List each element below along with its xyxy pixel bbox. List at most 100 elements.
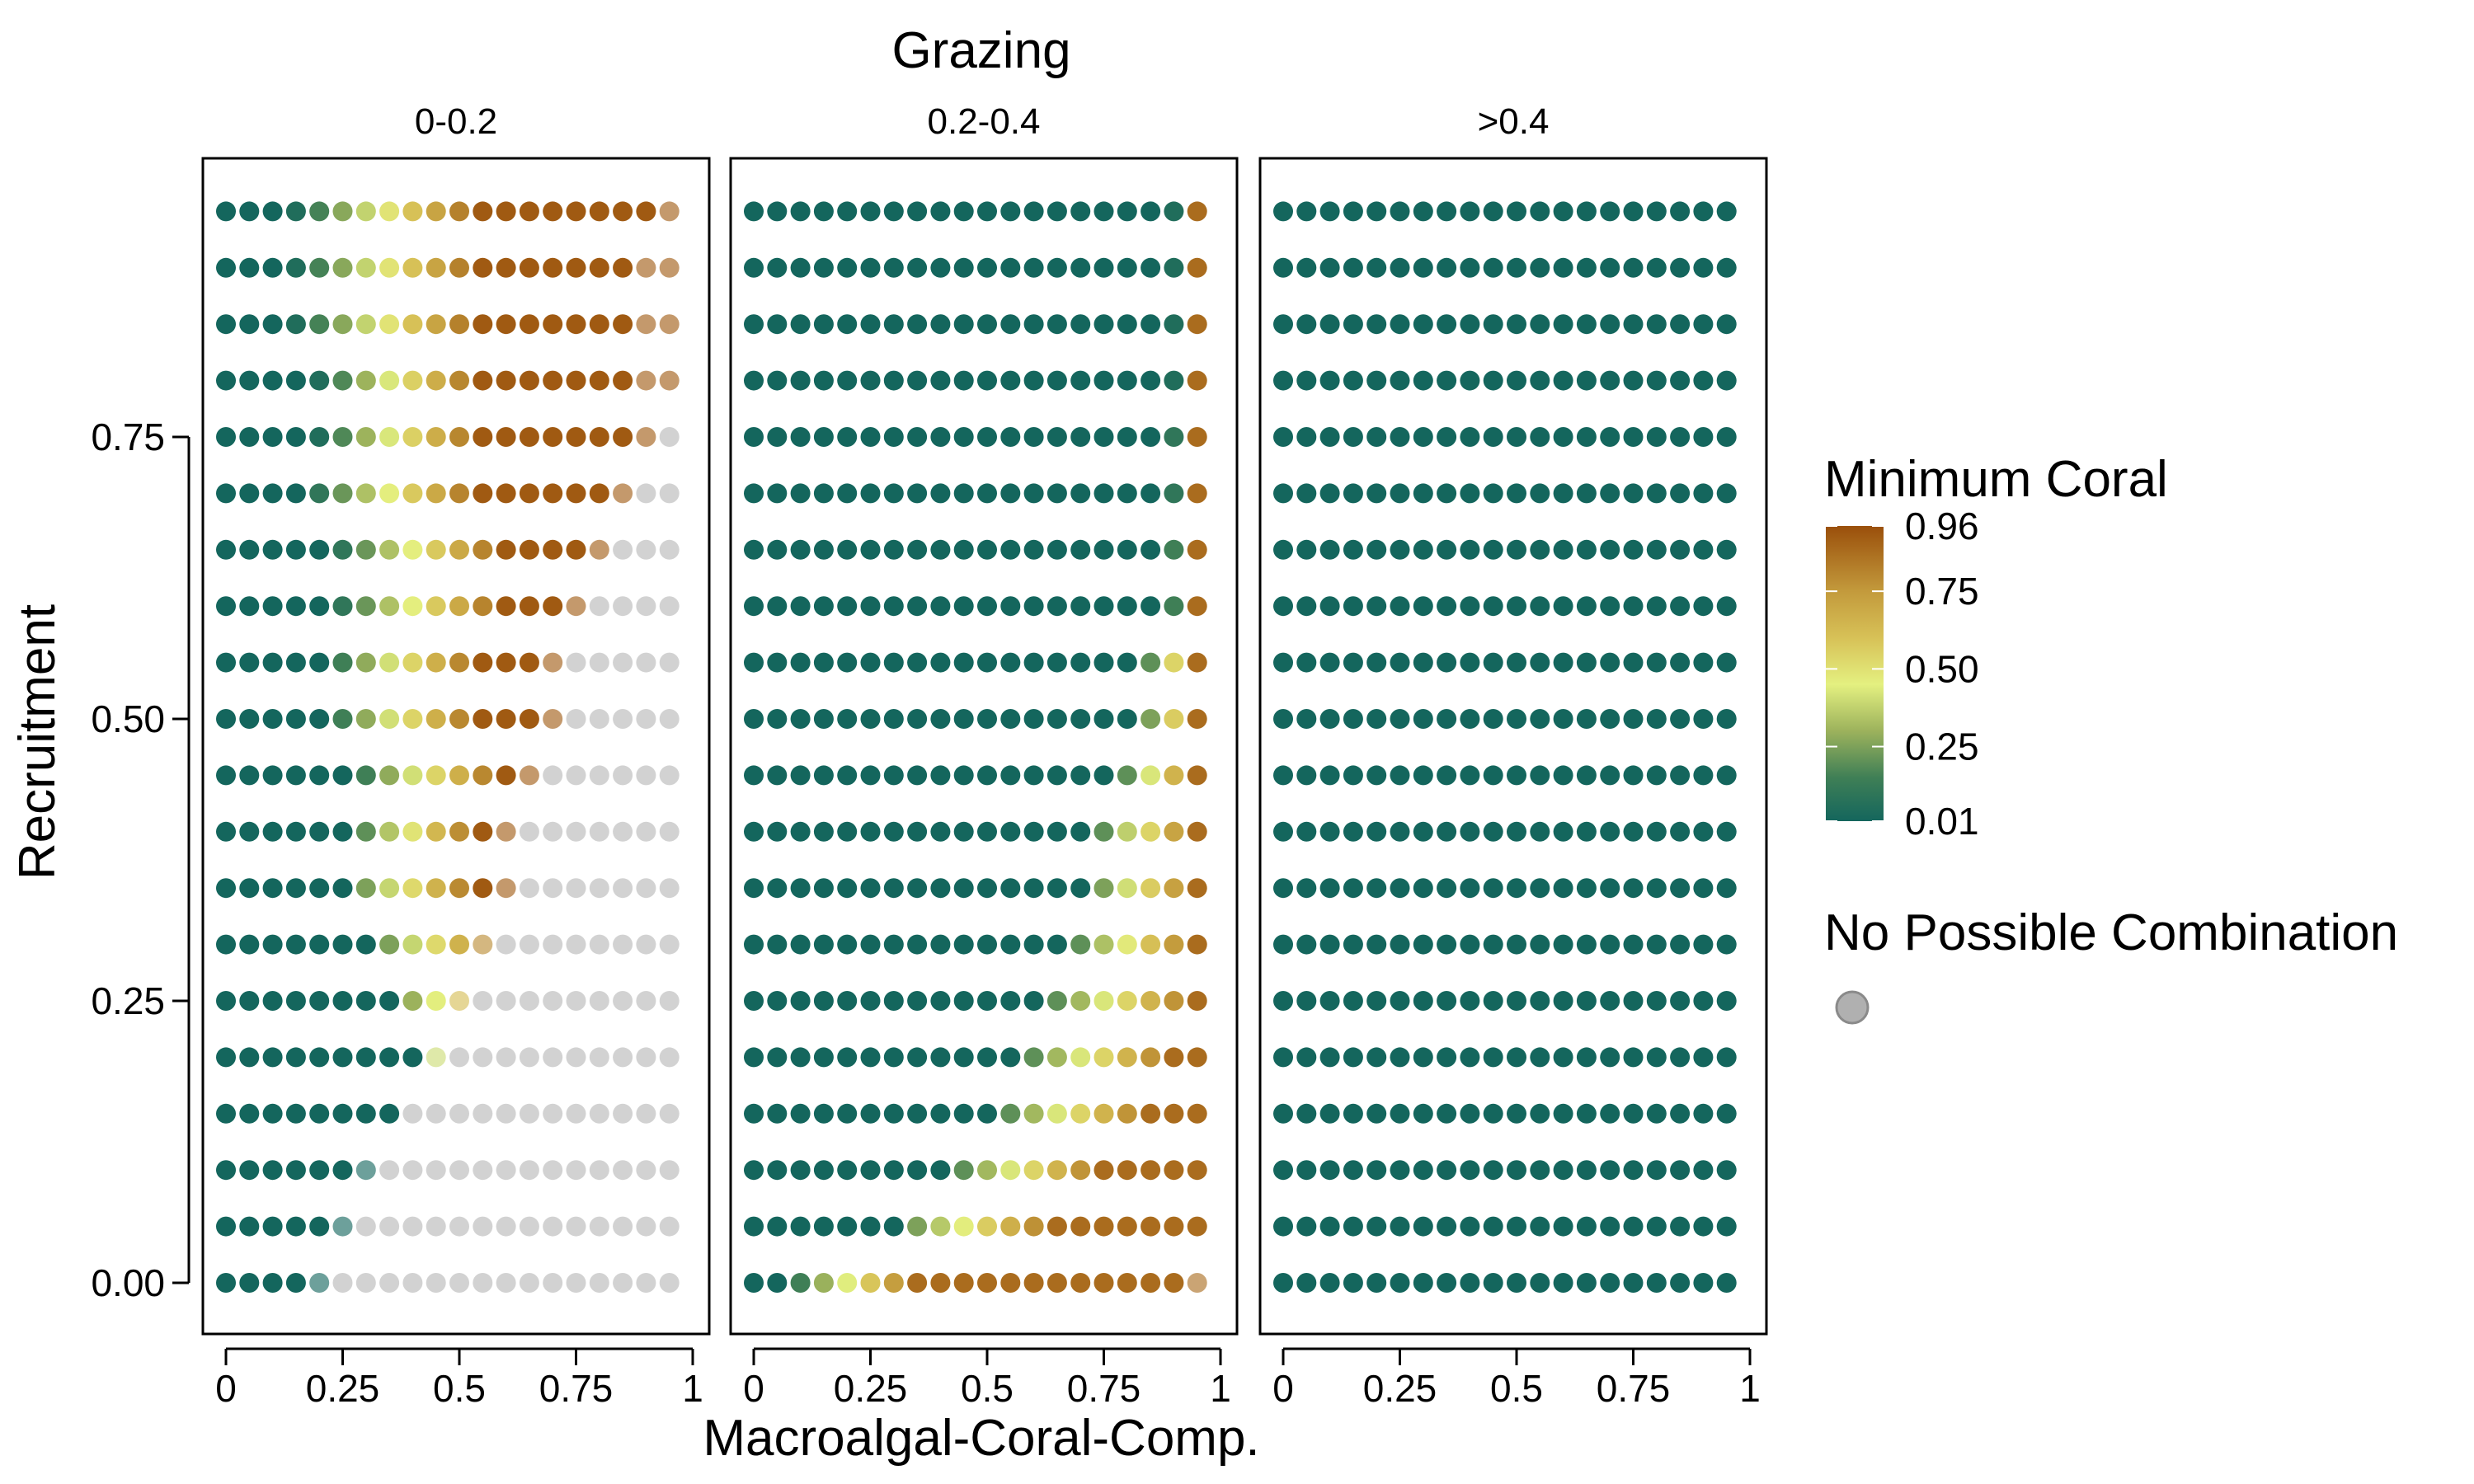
data-point (473, 652, 493, 673)
data-point (1623, 991, 1644, 1011)
na-point (379, 1160, 400, 1181)
data-point (860, 1273, 881, 1293)
na-point (566, 1047, 586, 1068)
na-point (613, 991, 633, 1011)
data-point (1023, 1103, 1044, 1124)
data-point (1187, 991, 1207, 1011)
data-point (1187, 483, 1207, 504)
data-point (860, 314, 881, 335)
data-point (1460, 427, 1480, 447)
data-point (1000, 765, 1021, 786)
data-point (1273, 370, 1293, 391)
data-point (1366, 596, 1387, 617)
data-point (1716, 1273, 1737, 1293)
data-point (519, 314, 539, 335)
data-point (309, 1216, 330, 1237)
na-point (636, 821, 656, 842)
panel-frame (729, 157, 1239, 1336)
panel-label: 0.2-0.4 (928, 101, 1041, 142)
data-point (1187, 1047, 1207, 1068)
data-point (1716, 539, 1737, 560)
data-point (285, 314, 306, 335)
data-point (332, 1216, 353, 1237)
data-point (1600, 934, 1620, 955)
data-point (953, 483, 974, 504)
data-point (1296, 314, 1317, 335)
data-point (589, 201, 609, 222)
na-point (449, 1160, 469, 1181)
data-point (1000, 427, 1021, 447)
na-point (636, 483, 656, 504)
data-point (1319, 257, 1340, 278)
data-point (1576, 991, 1597, 1011)
data-point (1164, 1160, 1184, 1181)
data-point (1716, 1160, 1737, 1181)
data-point (402, 370, 423, 391)
colorbar-tick-label: 0.75 (1905, 570, 1979, 613)
data-point (402, 483, 423, 504)
data-point (1460, 201, 1480, 222)
na-point (473, 1103, 493, 1124)
x-tick-label: 0 (743, 1367, 764, 1410)
data-point (837, 1047, 858, 1068)
na-point (659, 709, 680, 729)
data-point (1047, 1047, 1067, 1068)
data-point (1094, 483, 1114, 504)
data-point (285, 427, 306, 447)
data-point (1716, 427, 1737, 447)
data-point (239, 1103, 260, 1124)
data-point (1507, 1216, 1526, 1237)
data-point (1366, 483, 1387, 504)
data-point (496, 596, 516, 617)
data-point (379, 878, 400, 899)
data-point (1483, 821, 1503, 842)
data-point (1117, 257, 1137, 278)
data-point (1319, 652, 1340, 673)
na-point (543, 934, 563, 955)
data-point (239, 765, 260, 786)
data-point (1343, 934, 1363, 955)
data-point (953, 1103, 974, 1124)
data-point (332, 257, 353, 278)
data-point (953, 821, 974, 842)
data-point (519, 201, 539, 222)
data-point (1693, 596, 1714, 617)
data-point (1023, 878, 1044, 899)
data-point (309, 314, 330, 335)
data-point (332, 878, 353, 899)
data-point (1530, 314, 1550, 335)
data-point (1094, 427, 1114, 447)
data-point (1141, 370, 1161, 391)
data-point (426, 1047, 446, 1068)
data-point (262, 257, 283, 278)
data-point (1273, 427, 1293, 447)
data-point (1390, 934, 1410, 955)
data-point (1319, 878, 1340, 899)
data-point (1343, 991, 1363, 1011)
data-point (659, 201, 680, 222)
data-point (379, 314, 400, 335)
data-point (744, 878, 764, 899)
data-point (1716, 370, 1737, 391)
data-point (883, 539, 904, 560)
data-point (767, 1047, 788, 1068)
data-point (1600, 370, 1620, 391)
data-point (402, 1047, 423, 1068)
data-point (1023, 934, 1044, 955)
data-point (1530, 765, 1550, 786)
data-point (1483, 427, 1503, 447)
data-point (1460, 709, 1480, 729)
data-point (1273, 652, 1293, 673)
data-point (332, 709, 353, 729)
na-point (636, 596, 656, 617)
data-point (1576, 1103, 1597, 1124)
data-point (1141, 539, 1161, 560)
data-point (1623, 878, 1644, 899)
na-point (332, 1273, 353, 1293)
data-point (813, 652, 834, 673)
data-point (332, 1103, 353, 1124)
data-point (1716, 991, 1737, 1011)
data-point (473, 370, 493, 391)
data-point (309, 1273, 330, 1293)
